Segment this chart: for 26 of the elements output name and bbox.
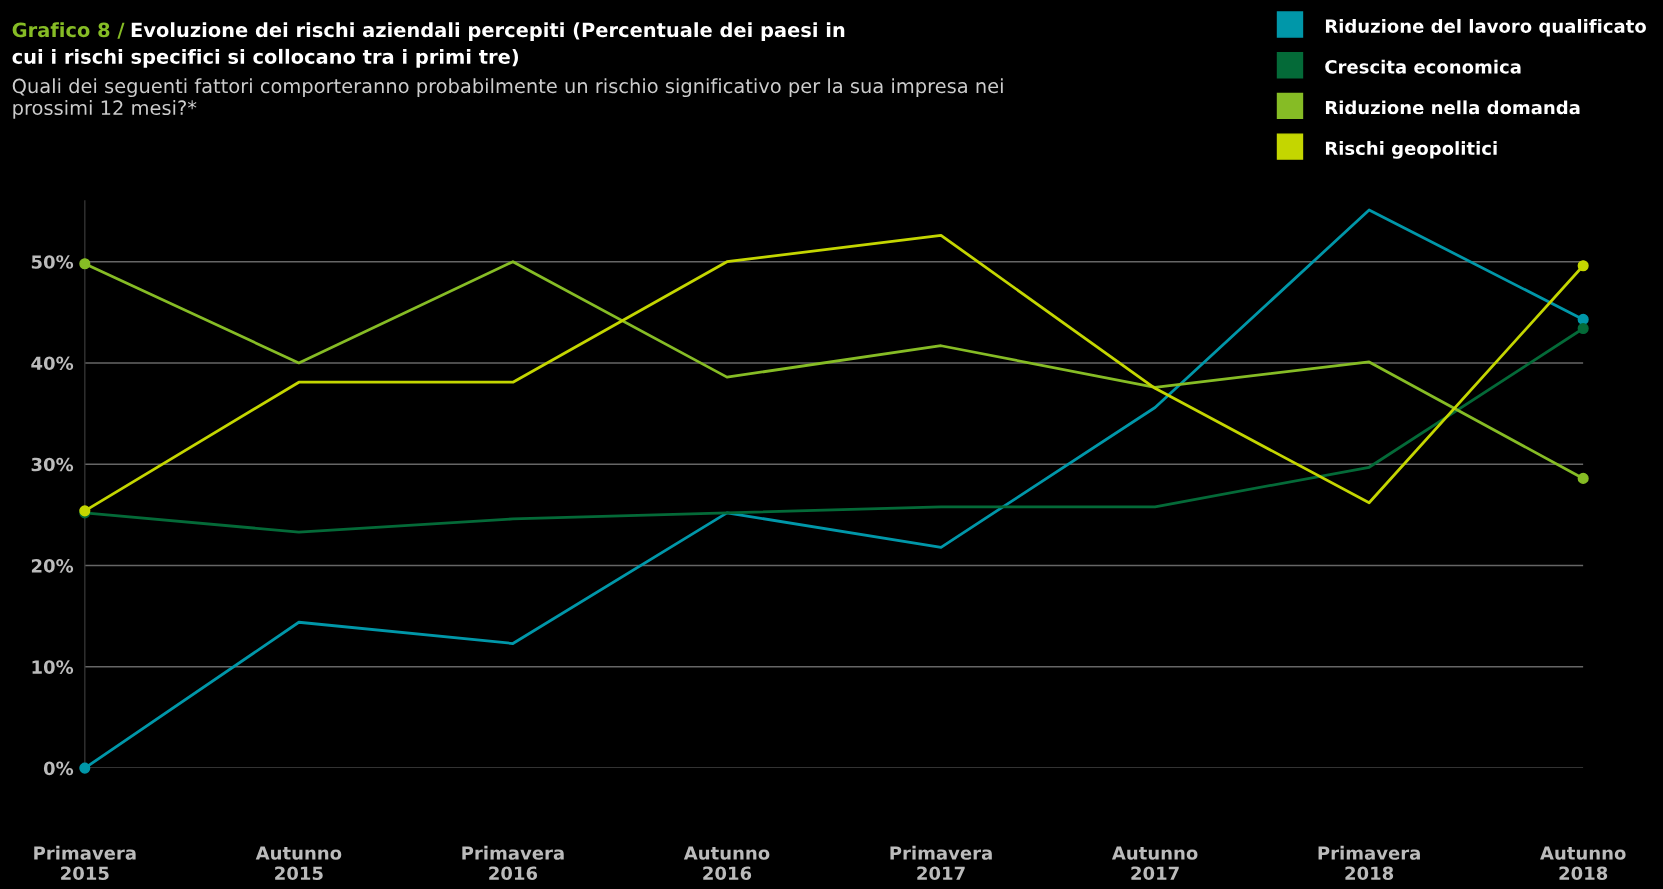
point (79, 762, 91, 774)
legend-label: Riduzione del lavoro qualificato (1325, 18, 1646, 37)
legend-label: Crescita economica (1325, 59, 1521, 74)
x-tick-label: Primavera 2015 (34, 845, 136, 881)
x-tick-label: Autunno 2018 (1540, 846, 1626, 881)
point (79, 258, 91, 270)
legend-label: Riduzione nella domanda (1325, 100, 1580, 115)
y-tick-label: 20% (31, 558, 74, 573)
x-tick-label: Autunno 2017 (1111, 846, 1198, 881)
y-tick-label: 0% (43, 761, 74, 776)
y-tick-label: 50% (31, 255, 74, 269)
y-tick-label: 10% (32, 660, 74, 674)
x-tick-label: Autunno 2016 (683, 846, 770, 881)
point (1577, 260, 1589, 272)
chart-subtitle: Quali dei seguenti fattori comporteranno probabilmente un rischio significativo per la sua impresa nei prossimi 12 mesi?* (12, 78, 1003, 119)
point (1577, 322, 1589, 335)
legend-label: Rischi geopolitici (1325, 141, 1497, 159)
x-tick-label: Primavera 2016 (462, 845, 564, 881)
y-tick-label: 40% (31, 356, 74, 371)
x-tick-label: Primavera 2018 (1318, 845, 1420, 881)
y-tick-label: 30% (31, 457, 74, 472)
point (1577, 472, 1589, 484)
point (1577, 313, 1589, 325)
x-tick-label: Autunno 2015 (255, 846, 342, 881)
chart-title: Grafico 8 / Evoluzione dei rischi aziendali percepiti (Percentuale dei paesi in cui i rischi specifici si collocano tra i primi tre) (12, 22, 845, 68)
x-tick-label: Primavera 2017 (890, 845, 992, 881)
